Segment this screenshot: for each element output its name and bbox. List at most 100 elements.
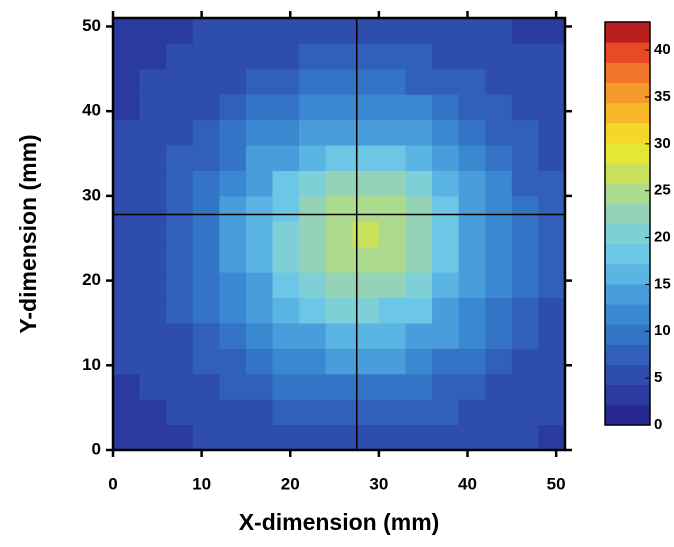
heatmap	[113, 18, 566, 451]
heat-cell	[139, 119, 167, 146]
heat-cell	[511, 246, 539, 273]
heat-cell	[166, 68, 194, 95]
heat-cell	[432, 322, 460, 349]
heat-cell	[299, 170, 327, 197]
heat-cell	[485, 297, 513, 324]
heat-cell	[166, 424, 194, 451]
heat-cell	[325, 297, 353, 324]
heat-cell	[219, 170, 247, 197]
heat-cell	[245, 170, 274, 197]
colorbar-swatch	[605, 344, 650, 366]
heat-cell	[272, 221, 300, 248]
heat-cell	[511, 297, 539, 324]
heat-cell	[219, 424, 247, 451]
heat-cell	[113, 119, 141, 146]
heat-cell	[458, 145, 486, 171]
heat-cell	[405, 399, 433, 426]
heat-cell	[405, 221, 433, 248]
heat-cell	[511, 221, 539, 248]
heat-cell	[113, 322, 141, 349]
heat-cell	[192, 119, 220, 146]
heat-cell	[511, 18, 539, 44]
colorbar-tick-label: 5	[654, 369, 662, 386]
heat-cell	[299, 424, 327, 451]
heat-cell	[272, 195, 300, 222]
heat-cell	[405, 145, 433, 171]
heat-cell	[485, 322, 513, 349]
heat-cell	[166, 348, 194, 375]
heat-cell	[378, 272, 406, 299]
heat-cell	[139, 195, 167, 222]
heat-cell	[538, 297, 566, 324]
heat-cell	[432, 297, 460, 324]
x-tick-label: 0	[108, 474, 117, 493]
heat-cell	[166, 170, 194, 197]
heat-cell	[325, 68, 353, 95]
heat-cell	[139, 18, 167, 44]
heat-cell	[272, 43, 300, 70]
heat-cell	[378, 322, 406, 349]
heat-cell	[325, 348, 353, 375]
heat-cell	[272, 68, 300, 95]
heat-cell	[245, 119, 274, 146]
colorbar-tick-label: 0	[654, 416, 662, 433]
heat-cell	[485, 18, 513, 44]
heat-cell	[432, 348, 460, 375]
heat-cell	[299, 94, 327, 121]
heat-cell	[113, 43, 141, 70]
heat-cell	[219, 399, 247, 426]
heat-cell	[432, 43, 460, 70]
heat-cell	[139, 94, 167, 121]
heat-cell	[458, 424, 486, 451]
heat-cell	[299, 221, 327, 248]
colorbar-swatch	[605, 223, 650, 245]
heat-cell	[511, 373, 539, 400]
heat-cell	[458, 297, 486, 324]
heat-cell	[139, 424, 167, 451]
heat-cell	[192, 68, 220, 95]
heat-cell	[113, 94, 141, 121]
heat-cell	[458, 68, 486, 95]
heat-cell	[378, 170, 406, 197]
heat-cell	[219, 195, 247, 222]
colorbar-swatch	[605, 102, 650, 124]
heat-cell	[538, 348, 566, 375]
heat-cell	[458, 119, 486, 146]
heat-cell	[378, 246, 406, 273]
heat-cell	[219, 68, 247, 95]
heat-cell	[245, 68, 274, 95]
heat-cell	[538, 94, 566, 121]
heat-cell	[166, 399, 194, 426]
heat-cell	[272, 297, 300, 324]
heat-cell	[113, 373, 141, 400]
colorbar-swatch	[605, 122, 650, 144]
heat-cell	[511, 94, 539, 121]
heat-cell	[325, 221, 353, 248]
heat-cell	[485, 246, 513, 273]
heat-cell	[166, 297, 194, 324]
heat-cell	[511, 348, 539, 375]
x-tick-label: 10	[192, 474, 211, 493]
heat-cell	[538, 170, 566, 197]
heat-cell	[485, 94, 513, 121]
heat-cell	[538, 424, 566, 451]
y-tick-label: 50	[82, 16, 101, 35]
heat-cell	[219, 272, 247, 299]
x-tick-label: 20	[281, 474, 300, 493]
heat-cell	[192, 94, 220, 121]
heat-cell	[219, 246, 247, 273]
heat-cell	[113, 18, 141, 44]
heat-cell	[272, 145, 300, 171]
heat-cell	[511, 43, 539, 70]
heat-cell	[139, 348, 167, 375]
heat-cell	[113, 170, 141, 197]
heat-cell	[139, 297, 167, 324]
y-tick-label: 30	[82, 185, 101, 204]
heat-cell	[378, 68, 406, 95]
heat-cell	[299, 373, 327, 400]
heat-cell	[378, 373, 406, 400]
heat-cell	[458, 195, 486, 222]
heat-cell	[405, 297, 433, 324]
heat-cell	[511, 195, 539, 222]
heat-cell	[325, 322, 353, 349]
